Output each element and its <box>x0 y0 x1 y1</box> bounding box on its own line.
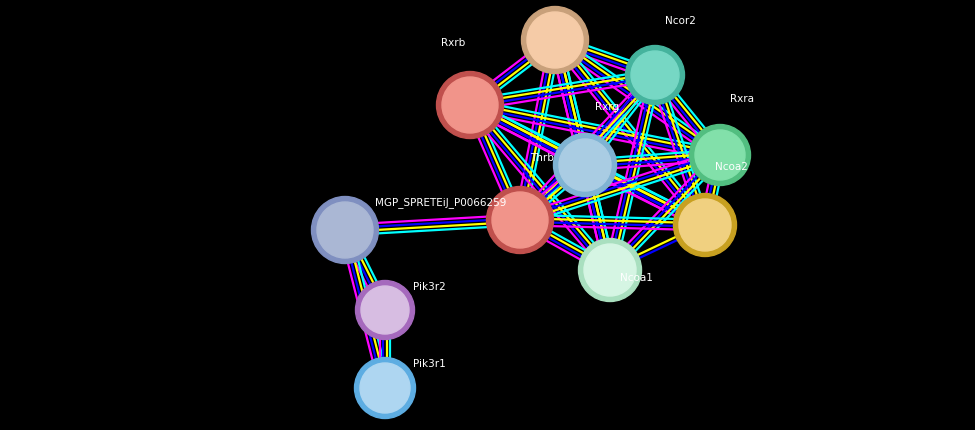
Text: Thrb: Thrb <box>530 153 554 163</box>
Circle shape <box>527 13 583 69</box>
Circle shape <box>626 46 684 105</box>
Circle shape <box>689 125 751 186</box>
Circle shape <box>559 140 611 191</box>
Circle shape <box>522 7 589 74</box>
Circle shape <box>317 203 373 258</box>
Circle shape <box>679 200 731 252</box>
Text: Rxrb: Rxrb <box>441 38 465 48</box>
Circle shape <box>554 134 616 197</box>
Text: Pik3r2: Pik3r2 <box>413 281 446 291</box>
Circle shape <box>442 78 498 134</box>
Text: Rxrg: Rxrg <box>595 102 619 112</box>
Circle shape <box>487 187 554 254</box>
Circle shape <box>695 131 745 181</box>
Circle shape <box>356 281 414 340</box>
Circle shape <box>437 72 503 139</box>
Circle shape <box>631 52 679 100</box>
Text: Ncoa1: Ncoa1 <box>620 272 653 283</box>
Circle shape <box>578 239 642 302</box>
Text: MGP_SPRETEiJ_P0066259: MGP_SPRETEiJ_P0066259 <box>375 197 506 208</box>
Circle shape <box>674 194 736 257</box>
Circle shape <box>355 358 415 418</box>
Circle shape <box>311 197 378 264</box>
Text: Ncoa2: Ncoa2 <box>715 162 748 172</box>
Text: Rxra: Rxra <box>730 94 754 104</box>
Text: Pik3r1: Pik3r1 <box>413 358 446 368</box>
Text: Ncor2: Ncor2 <box>665 16 696 26</box>
Circle shape <box>360 363 410 413</box>
Circle shape <box>492 193 548 249</box>
Circle shape <box>361 286 409 334</box>
Circle shape <box>584 244 636 296</box>
